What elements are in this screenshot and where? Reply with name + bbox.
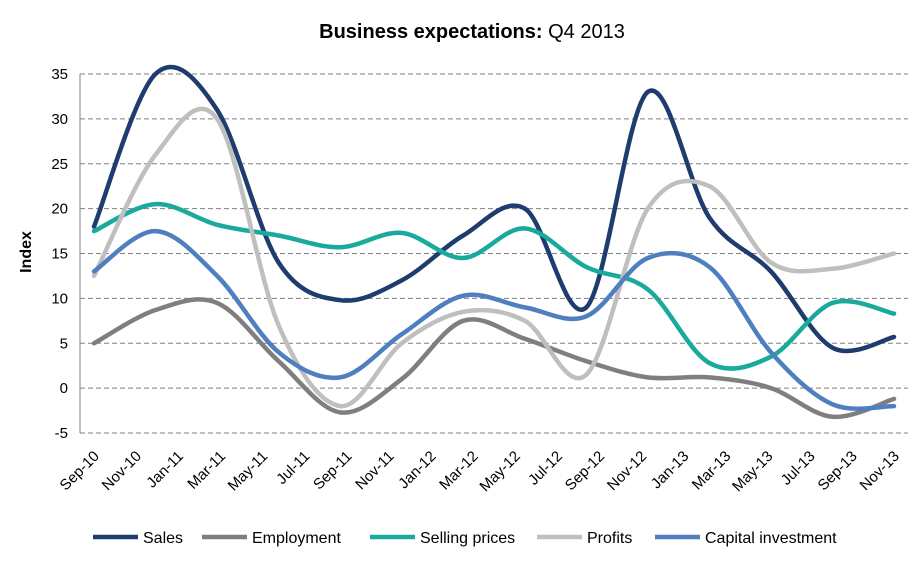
y-tick-label: 0: [60, 380, 68, 397]
x-tick-label: Nov-12: [604, 448, 650, 494]
legend-label: Sales: [143, 530, 183, 547]
y-axis-label: Index: [18, 231, 35, 273]
chart-title-rest: Q4 2013: [543, 21, 625, 43]
y-tick-label: 5: [60, 335, 68, 352]
series-line-sales: [91, 65, 897, 354]
x-tick-label: Jul-11: [273, 448, 313, 488]
y-tick-label: 15: [51, 246, 68, 263]
legend-label: Employment: [252, 530, 341, 547]
y-tick-labels: -5 0 5 10 15 20 25 30 35: [51, 66, 68, 442]
x-tick-label: Sep-12: [562, 448, 608, 494]
legend-label: Selling prices: [420, 530, 515, 547]
series-line-profits: [91, 106, 897, 409]
x-tick-label: Jan-12: [395, 448, 439, 492]
x-tick-label: Mar-13: [689, 448, 735, 494]
x-tick-label: Jan-11: [143, 448, 187, 492]
x-tick-label: May-13: [729, 448, 776, 495]
legend: Sales Employment Selling prices Profits Capi…: [93, 530, 837, 547]
x-tick-label: Jul-12: [525, 448, 566, 489]
x-tick-label: Jul-13: [778, 448, 819, 489]
grid-layer: [79, 73, 908, 434]
x-tick-label: May-11: [225, 448, 272, 495]
y-tick-label: 30: [51, 111, 68, 128]
x-tick-label: Nov-11: [352, 448, 397, 493]
x-tick-label: Sep-11: [310, 448, 355, 493]
y-tick-label: 35: [51, 66, 68, 83]
legend-label: Profits: [587, 530, 632, 547]
x-tick-label: Mar-11: [184, 448, 229, 493]
series-line-employment: [91, 297, 897, 420]
series-line-selling-prices: [91, 201, 897, 371]
y-tick-label: -5: [55, 425, 68, 442]
chart-title: Business expectations: Q4 2013: [319, 21, 625, 43]
x-tick-label: Sep-10: [57, 448, 103, 494]
x-tick-label: Jan-13: [648, 448, 692, 492]
x-tick-label: Mar-12: [436, 448, 482, 494]
x-tick-label: May-12: [476, 448, 523, 495]
y-tick-label: 25: [51, 156, 68, 173]
y-tick-label: 10: [51, 290, 68, 307]
series-layer: [91, 65, 897, 420]
series-line-capital-investment: [91, 228, 897, 411]
x-tick-label: Nov-13: [857, 448, 903, 494]
y-tick-label: 20: [51, 201, 68, 218]
x-tick-label: Sep-13: [814, 448, 860, 494]
chart-title-bold: Business expectations:: [319, 21, 542, 43]
x-tick-label: Nov-10: [99, 448, 145, 494]
legend-label: Capital investment: [705, 530, 837, 547]
